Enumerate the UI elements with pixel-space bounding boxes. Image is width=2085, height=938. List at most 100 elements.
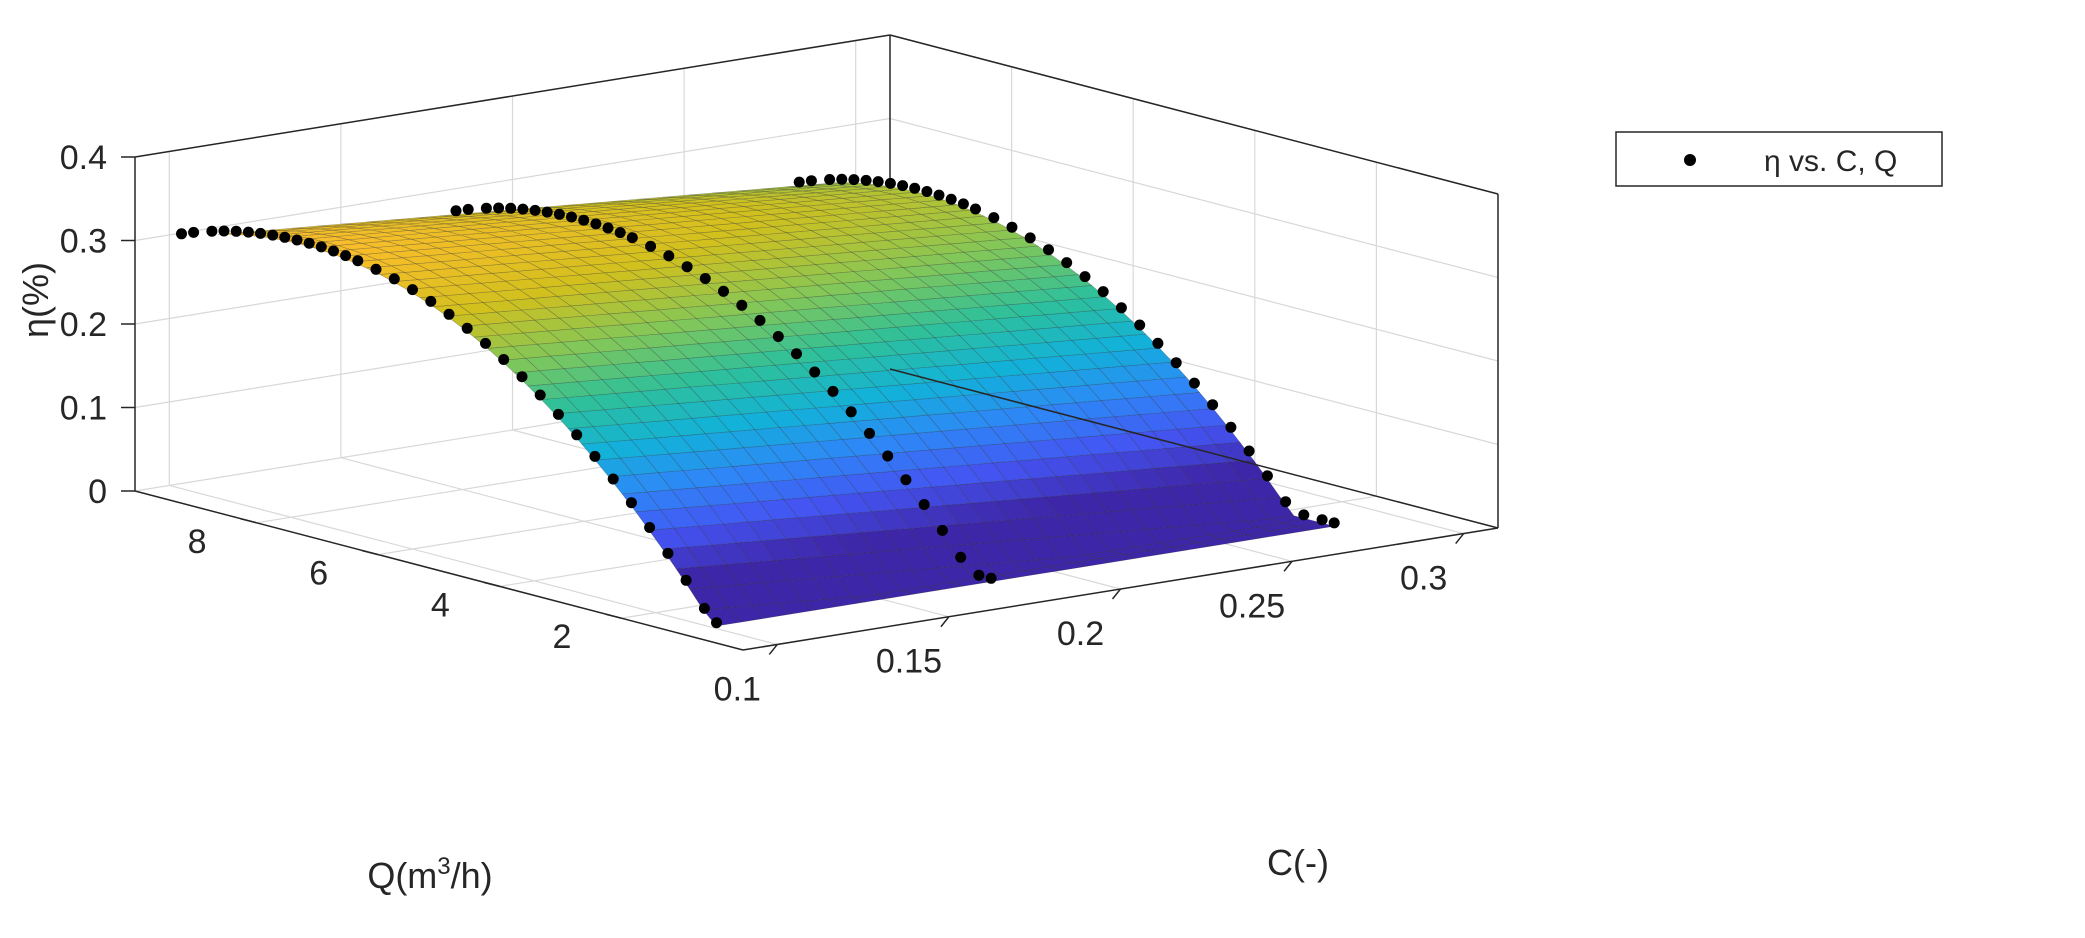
fitted-surface (217, 182, 1335, 627)
data-point (845, 406, 857, 418)
data-point (517, 203, 529, 215)
data-point (534, 389, 546, 401)
data-point (909, 182, 921, 194)
data-point (352, 255, 364, 267)
data-point (900, 474, 912, 486)
data-point (663, 250, 675, 262)
x-tick-mark (768, 643, 778, 655)
data-point (1006, 221, 1018, 233)
data-point (1097, 286, 1109, 298)
data-point (1280, 496, 1292, 508)
data-points (176, 173, 1340, 629)
x-tick-label: 0.15 (876, 643, 942, 681)
data-point (303, 237, 315, 249)
data-point (884, 177, 896, 189)
data-point (1134, 319, 1146, 331)
data-point (945, 193, 957, 205)
data-point (450, 205, 462, 217)
data-point (626, 232, 638, 244)
surface-patch (316, 223, 356, 227)
data-point (1043, 244, 1054, 256)
data-point (315, 241, 327, 253)
data-point (836, 173, 848, 185)
y-tick-label: 2 (552, 618, 571, 656)
data-point (793, 176, 805, 188)
data-point (529, 204, 541, 216)
data-point (1061, 257, 1073, 269)
data-point (505, 202, 517, 214)
data-point (461, 322, 473, 334)
data-point (255, 227, 266, 239)
data-point (498, 354, 510, 365)
data-point (1079, 271, 1091, 283)
data-point (809, 366, 821, 378)
y-axis-label: Q(m3/h) (367, 853, 492, 896)
y-tick-label: 6 (309, 555, 328, 593)
data-point (872, 176, 884, 188)
data-point (607, 473, 619, 485)
data-point (425, 295, 437, 307)
data-point (882, 450, 894, 462)
data-point (571, 429, 583, 441)
data-point (625, 497, 637, 509)
data-point (936, 524, 948, 536)
x-tick-label: 0.1 (714, 670, 761, 708)
box-edge (134, 490, 744, 651)
data-point (602, 222, 614, 234)
data-point (407, 284, 418, 296)
data-point (921, 186, 933, 197)
data-point (736, 299, 748, 311)
x-tick-label: 0.3 (1400, 560, 1447, 598)
y-tick-label: 8 (188, 523, 207, 561)
data-point (1024, 232, 1036, 244)
surface-patch (687, 192, 726, 196)
axis-ticks: 0.1 0.15 0.2 0.25 0.3 2 4 6 8 0 0.1 0.2 0.3 0.4 (60, 139, 1465, 708)
data-point (1316, 514, 1328, 526)
data-point (680, 574, 692, 586)
data-point (699, 273, 711, 284)
data-point (644, 522, 656, 533)
data-point (552, 408, 564, 420)
data-point (970, 203, 981, 215)
data-point (480, 202, 492, 214)
data-point (388, 273, 400, 285)
data-point (1152, 337, 1164, 349)
data-point (681, 261, 693, 273)
data-point (493, 202, 505, 214)
grid-line (169, 484, 778, 646)
data-point (754, 314, 766, 326)
z-tick-label: 0.3 (60, 223, 107, 261)
data-point (578, 214, 590, 226)
data-point (462, 203, 474, 215)
legend-box (1615, 131, 1943, 187)
z-axis-label: η(%) (15, 262, 56, 338)
data-point (827, 385, 839, 397)
data-point (918, 499, 930, 510)
data-point (480, 337, 491, 349)
data-point (933, 189, 945, 201)
data-point (848, 174, 860, 186)
data-point (698, 602, 710, 614)
y-tick-mark (605, 613, 622, 619)
x-tick-mark (1111, 588, 1122, 600)
data-point (566, 211, 577, 223)
x-tick-label: 0.25 (1219, 587, 1285, 625)
data-point (1170, 357, 1182, 369)
data-point (230, 225, 242, 237)
x-axis-label: C(-) (1267, 842, 1329, 883)
y-tick-mark (240, 518, 257, 524)
data-point (1115, 302, 1127, 314)
z-tick-label: 0.2 (60, 306, 107, 344)
grid-line (134, 117, 891, 242)
data-point (589, 450, 601, 462)
data-point (206, 225, 218, 237)
data-point (1298, 509, 1310, 521)
data-point (711, 617, 722, 629)
data-point (516, 371, 528, 383)
data-point (662, 547, 674, 559)
data-point (340, 250, 352, 262)
data-point (1328, 517, 1340, 529)
data-point (443, 308, 455, 320)
data-point (791, 348, 802, 360)
